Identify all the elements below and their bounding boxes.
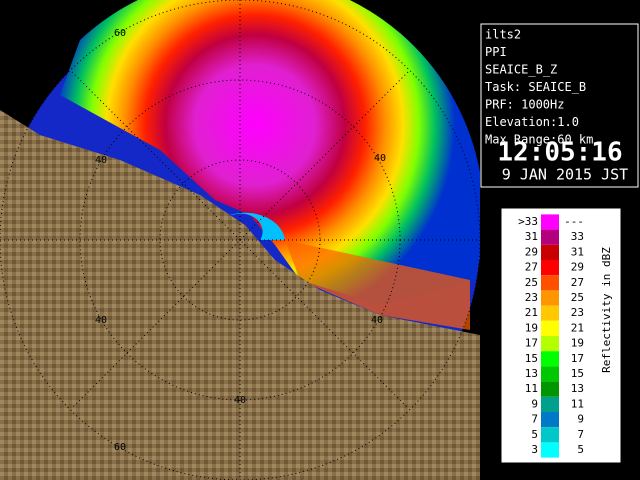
legend-swatch: [541, 412, 559, 428]
legend-low: 13: [525, 367, 538, 380]
legend-box: [500, 207, 622, 464]
ring-label: 60: [114, 28, 126, 39]
legend-swatch: [541, 229, 559, 245]
legend-low: 29: [525, 245, 538, 258]
legend-low: 17: [525, 337, 538, 350]
legend-low: 19: [525, 321, 538, 334]
ring-label: 40: [95, 155, 107, 166]
legend-swatch: [541, 244, 559, 260]
legend-low: >33: [518, 215, 538, 228]
legend-swatch: [541, 427, 559, 443]
legend-high: 17: [571, 352, 584, 365]
legend-high: 31: [571, 245, 584, 258]
legend-high: 21: [571, 321, 584, 334]
date: 9 JAN 2015 JST: [502, 166, 628, 184]
legend-swatch: [541, 336, 559, 352]
legend-high: ---: [564, 215, 584, 228]
legend-high: 7: [577, 428, 584, 441]
echo: [60, 0, 480, 305]
legend-swatch: [541, 305, 559, 321]
info-line: Task: SEAICE_B: [485, 80, 586, 94]
legend-low: 31: [525, 230, 538, 243]
legend-high: 11: [571, 397, 584, 410]
legend-high: 33: [571, 230, 584, 243]
legend-swatch: [541, 351, 559, 367]
legend-swatch: [541, 214, 559, 230]
ring-label: 40: [234, 395, 246, 406]
ring-label: 40: [371, 315, 383, 326]
legend-low: 27: [525, 261, 538, 274]
legend-high: 15: [571, 367, 584, 380]
legend-swatch: [541, 290, 559, 306]
ring-label: 60: [114, 442, 126, 453]
clock: 12:05:16: [497, 138, 622, 168]
info-box: [480, 23, 639, 188]
near-echo: [230, 212, 285, 240]
legend-high: 23: [571, 306, 584, 319]
legend-swatch: [541, 260, 559, 276]
info-line: PPI: [485, 45, 507, 59]
legend-low: 5: [531, 428, 538, 441]
legend-swatch: [541, 442, 559, 458]
legend-low: 23: [525, 291, 538, 304]
info-line: Elevation:1.0: [485, 115, 579, 129]
legend-high: 27: [571, 276, 584, 289]
legend-swatch: [541, 366, 559, 382]
range-rings: [0, 0, 480, 480]
legend-low: 3: [531, 443, 538, 456]
legend-high: 19: [571, 337, 584, 350]
radar-map: 60 40 40 40 40 40 60: [0, 0, 480, 480]
legend-high: 9: [577, 413, 584, 426]
echo-band: [285, 240, 470, 330]
legend-swatch: [541, 396, 559, 412]
legend-low: 11: [525, 382, 538, 395]
legend-low: 7: [531, 413, 538, 426]
legend-swatch: [541, 320, 559, 336]
legend-low: 9: [531, 397, 538, 410]
legend-high: 5: [577, 443, 584, 456]
legend-low: 21: [525, 306, 538, 319]
legend-title: Reflectivity in dBZ: [600, 247, 613, 373]
ring-label: 40: [95, 315, 107, 326]
info-line: Max Range:60 km: [485, 133, 593, 147]
legend-high: 29: [571, 261, 584, 274]
legend-swatch: [541, 275, 559, 291]
legend-low: 15: [525, 352, 538, 365]
info-line: ilts2: [485, 28, 521, 42]
land: [0, 110, 480, 480]
legend-swatch: [541, 381, 559, 397]
info-line: PRF: 1000Hz: [485, 98, 564, 112]
legend-low: 25: [525, 276, 538, 289]
info-line: SEAICE_B_Z: [485, 63, 557, 77]
legend-high: 13: [571, 382, 584, 395]
legend-high: 25: [571, 291, 584, 304]
ring-label: 40: [374, 153, 386, 164]
